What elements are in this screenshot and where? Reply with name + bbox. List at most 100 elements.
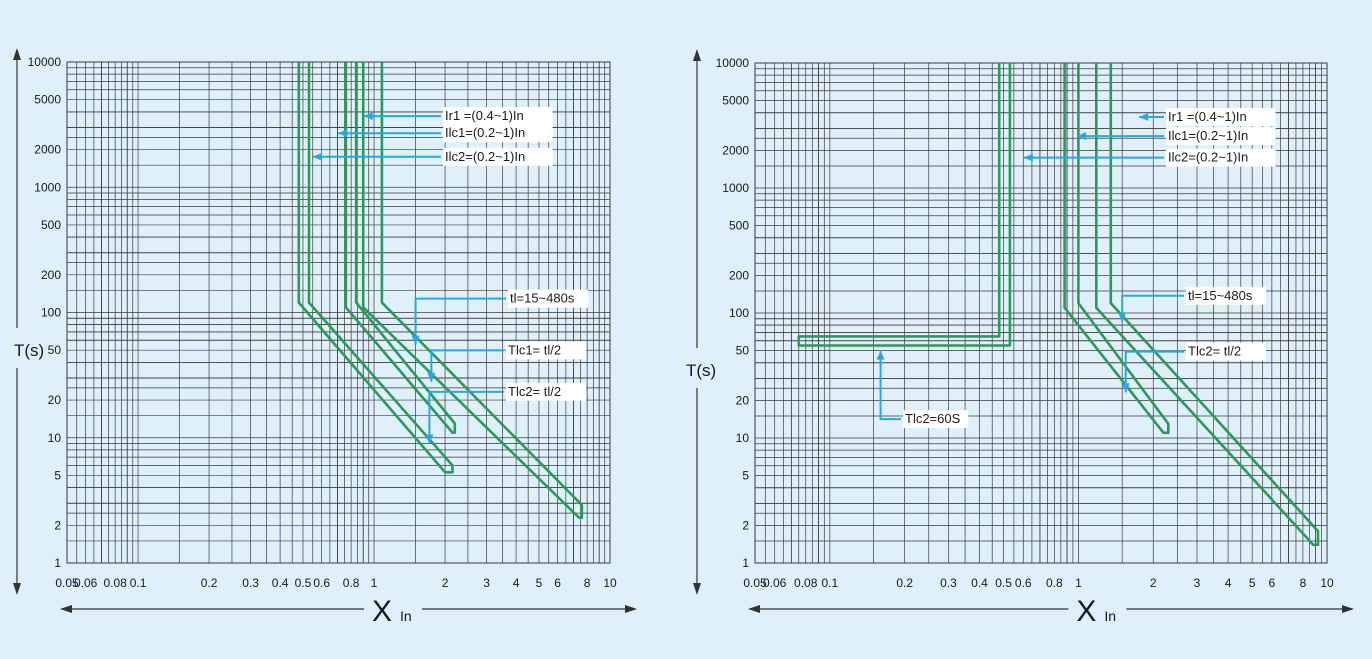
annotation-label: Ilc1=(0.2~1)In <box>1168 128 1248 143</box>
x-tick-label: 0.3 <box>242 576 259 590</box>
annotation-label: tl=15~480s <box>510 291 575 306</box>
x-tick-label: 0.06 <box>763 576 787 590</box>
x-tick-label: 1 <box>1075 576 1082 590</box>
y-axis-arrow <box>13 48 21 595</box>
x-tick-label: 0.4 <box>971 576 988 590</box>
annotation-1: Ir1 =(0.4~1)In <box>363 107 553 126</box>
plot-frame <box>754 62 1328 564</box>
annotation-arrowhead <box>876 350 885 360</box>
x-tick-label: 0.05 <box>743 576 767 590</box>
annotation-arrowhead <box>1023 153 1033 162</box>
y-tick-label: 200 <box>729 268 749 282</box>
x-tick-label: 0.1 <box>821 576 838 590</box>
x-tick-label: 10 <box>1320 576 1334 590</box>
y-tick-label: 1000 <box>722 181 749 195</box>
annotation-label: Ir1 =(0.4~1)In <box>445 108 524 123</box>
x-tick-label: 8 <box>584 576 591 590</box>
chart-panel-2: 125102050100200500100020005000100000.050… <box>686 49 1354 628</box>
y-tick-label: 50 <box>736 344 750 358</box>
x-axis-label: X <box>1076 595 1096 628</box>
chart-panel-1: 125102050100200500100020005000100000.050… <box>13 48 637 628</box>
annotation-label-bg <box>1166 107 1276 126</box>
x-axis-label-sub: In <box>1104 608 1116 624</box>
x-axis-arrow <box>748 605 1354 613</box>
y-tick-label: 10 <box>736 431 750 445</box>
plot-frame <box>66 61 611 564</box>
series-curve-2 <box>1063 63 1170 435</box>
x-tick-label: 2 <box>442 576 449 590</box>
y-tick-label: 2 <box>742 518 749 532</box>
annotation-label: Ilc2=(0.2~1)In <box>445 149 525 164</box>
annotation-label: Tlc2= tl/2 <box>508 384 561 399</box>
y-tick-label: 500 <box>41 218 61 232</box>
annotation-arrowhead <box>1077 132 1087 141</box>
x-axis-arrow <box>60 605 637 613</box>
series-curve-3 <box>361 62 584 520</box>
x-tick-label: 2 <box>1150 576 1157 590</box>
x-axis-label: X <box>372 595 392 628</box>
annotation-label-bg <box>1186 342 1266 361</box>
annotation-6: Tlc2= tl/2 <box>425 382 586 444</box>
annotation-5: Tlc1= tl/2 <box>427 341 586 382</box>
y-tick-label: 500 <box>729 219 749 233</box>
x-tick-label: 3 <box>1194 576 1201 590</box>
annotation-label: Tlc1= tl/2 <box>508 342 561 357</box>
x-tick-label: 0.2 <box>896 576 913 590</box>
x-tick-label: 4 <box>513 576 520 590</box>
annotation-label: Tlc2=60S <box>905 411 961 426</box>
y-tick-label: 2000 <box>722 143 749 157</box>
y-tick-label: 5000 <box>722 94 749 108</box>
x-tick-label: 0.06 <box>74 576 98 590</box>
annotation-label-bg <box>506 382 586 401</box>
annotation-arrowhead <box>425 434 434 444</box>
annotation-arrow <box>428 390 504 444</box>
annotation-label: Ilc2=(0.2~1)In <box>1168 150 1248 165</box>
y-tick-label: 5000 <box>34 93 61 107</box>
y-axis-label: T(s) <box>14 341 44 360</box>
y-tick-label: 5 <box>742 469 749 483</box>
y-tick-label: 1 <box>742 556 749 570</box>
x-tick-label: 0.5 <box>295 576 312 590</box>
y-axis-arrow <box>693 49 701 595</box>
x-tick-label: 0.2 <box>201 576 218 590</box>
y-axis-label: T(s) <box>686 361 716 380</box>
x-tick-label: 1 <box>371 576 378 590</box>
annotation-2: Ilc1=(0.2~1)In <box>1077 127 1276 146</box>
series-curve-1 <box>297 62 454 474</box>
annotation-arrowhead <box>411 335 420 345</box>
x-tick-label: 10 <box>603 576 617 590</box>
y-tick-label: 10 <box>48 431 62 445</box>
y-tick-label: 100 <box>41 306 61 320</box>
annotation-arrowhead <box>1118 312 1127 322</box>
x-tick-label: 6 <box>554 576 561 590</box>
annotation-label-bg <box>903 410 969 429</box>
y-tick-label: 20 <box>48 393 62 407</box>
annotation-arrowhead <box>312 152 322 161</box>
annotation-3: Ilc2=(0.2~1)In <box>312 147 553 166</box>
annotation-label-bg <box>1166 127 1276 146</box>
annotation-label: Ir1 =(0.4~1)In <box>1168 109 1247 124</box>
annotation-label-bg <box>506 341 586 360</box>
y-tick-label: 200 <box>41 268 61 282</box>
x-axis-label-sub: In <box>400 608 412 624</box>
annotation-label: Tlc2= tl/2 <box>1188 344 1241 359</box>
annotation-arrowhead <box>427 372 436 382</box>
annotation-label-bg <box>443 124 553 143</box>
annotation-arrowhead <box>363 112 373 121</box>
annotation-arrow <box>1124 350 1184 393</box>
x-tick-label: 3 <box>483 576 490 590</box>
annotation-arrowhead <box>1121 383 1130 393</box>
x-tick-label: 0.3 <box>940 576 957 590</box>
y-tick-label: 5 <box>54 468 61 482</box>
annotation-label: Ilc1=(0.2~1)In <box>445 125 525 140</box>
annotation-1: Ir1 =(0.4~1)In <box>1139 107 1276 126</box>
annotation-arrowhead <box>1139 112 1149 121</box>
y-tick-label: 10000 <box>28 55 62 69</box>
x-tick-label: 0.4 <box>272 576 289 590</box>
x-tick-label: 0.08 <box>794 576 818 590</box>
y-tick-label: 20 <box>736 393 750 407</box>
series-curve-2 <box>344 62 457 434</box>
annotation-2: Ilc1=(0.2~1)In <box>338 124 553 143</box>
y-tick-label: 1 <box>54 556 61 570</box>
